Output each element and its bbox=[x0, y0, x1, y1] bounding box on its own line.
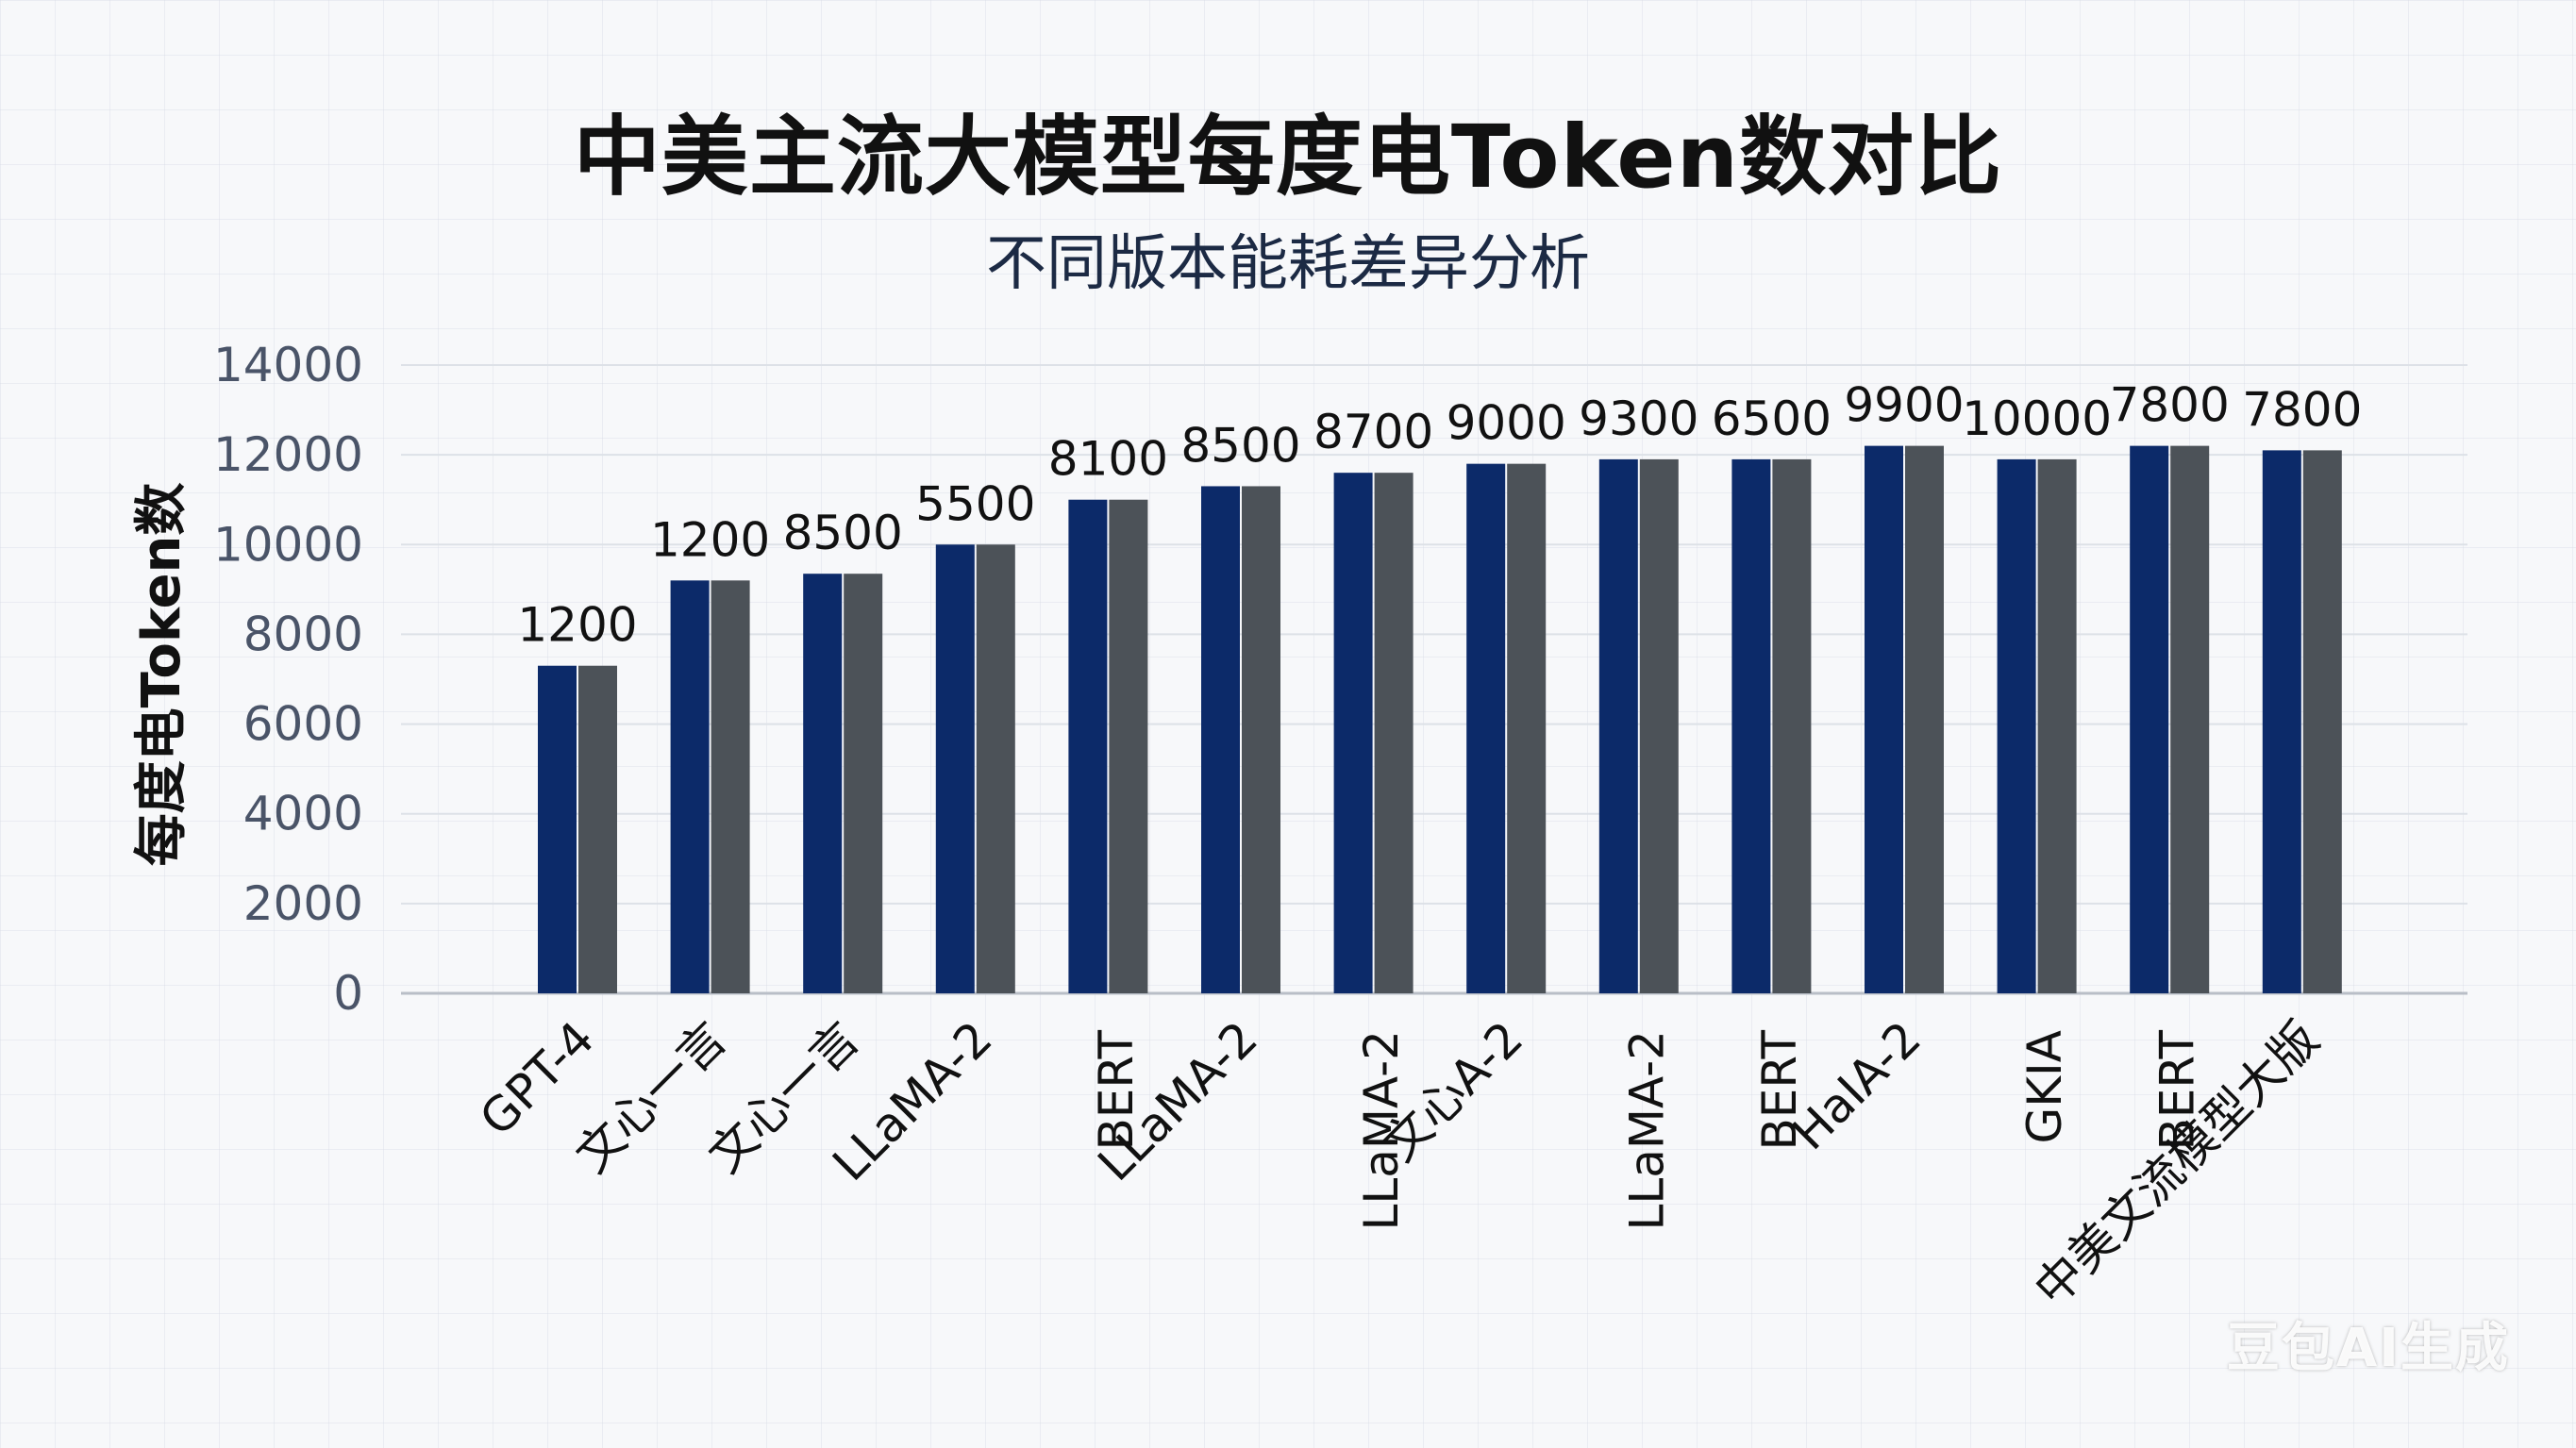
bar bbox=[935, 544, 975, 993]
data-label: 5500 bbox=[915, 476, 1035, 531]
bar bbox=[1507, 463, 1547, 994]
data-label: 1200 bbox=[517, 598, 637, 653]
x-tick-label: LLaMA-2 bbox=[1354, 1030, 1409, 1230]
bar bbox=[2130, 445, 2169, 994]
bar bbox=[1201, 486, 1240, 993]
x-tick-label: GKIA bbox=[2017, 1030, 2072, 1143]
bar bbox=[1997, 458, 2036, 993]
y-tick-label: 14000 bbox=[213, 338, 363, 392]
data-label: 10000 bbox=[1962, 391, 2112, 446]
chart-subtitle: 不同版本能耗差异分析 bbox=[986, 229, 1590, 299]
bar bbox=[2170, 445, 2210, 994]
y-tick-label: 10000 bbox=[213, 517, 363, 572]
bar bbox=[2037, 458, 2077, 993]
y-axis-ticks: 0 2000 4000 6000 8000 10000 12000 14000 bbox=[213, 338, 363, 1021]
data-label: 7800 bbox=[2242, 382, 2362, 437]
y-tick-label: 6000 bbox=[243, 697, 363, 752]
bar bbox=[844, 574, 883, 993]
bar bbox=[1466, 463, 1506, 994]
bar bbox=[2262, 450, 2301, 993]
bar bbox=[1731, 458, 1771, 993]
bar bbox=[1333, 473, 1373, 994]
bar bbox=[1374, 473, 1413, 994]
data-label: 9000 bbox=[1447, 396, 1566, 451]
data-label: 1200 bbox=[650, 512, 770, 567]
bar bbox=[1242, 486, 1280, 993]
bar bbox=[538, 665, 577, 993]
watermark: 豆包AI生成 bbox=[2226, 1318, 2510, 1379]
x-tick-label: BERT bbox=[1089, 1030, 1144, 1151]
data-label: 8700 bbox=[1313, 405, 1433, 459]
bar bbox=[1109, 499, 1148, 993]
data-label: 8500 bbox=[1180, 418, 1300, 473]
bar bbox=[803, 574, 843, 993]
data-label: 8100 bbox=[1048, 432, 1168, 487]
data-label: 9300 bbox=[1579, 391, 1698, 446]
data-label: 8500 bbox=[783, 506, 903, 560]
x-tick-label: BERT bbox=[2150, 1030, 2205, 1151]
bar bbox=[1598, 458, 1638, 993]
y-tick-label: 0 bbox=[333, 966, 363, 1021]
data-label: 6500 bbox=[1712, 391, 1832, 446]
bar bbox=[711, 580, 750, 993]
y-tick-label: 2000 bbox=[243, 876, 363, 931]
bar bbox=[578, 665, 617, 993]
bar bbox=[1772, 458, 1812, 993]
bar bbox=[1639, 458, 1679, 993]
bar bbox=[1905, 445, 1944, 994]
chart-title: 中美主流大模型每度电Token数对比 bbox=[573, 107, 2003, 208]
bars bbox=[538, 445, 2342, 994]
data-label: 9900 bbox=[1844, 378, 1964, 433]
x-tick-label: LLaMA-2 bbox=[1619, 1030, 1674, 1230]
x-tick-label: BERT bbox=[1752, 1030, 1807, 1151]
bar bbox=[976, 544, 1015, 993]
y-tick-label: 8000 bbox=[243, 607, 363, 661]
bar bbox=[670, 580, 710, 993]
bar bbox=[2302, 450, 2342, 993]
y-tick-label: 4000 bbox=[243, 787, 363, 841]
y-tick-label: 12000 bbox=[213, 427, 363, 482]
data-label: 7800 bbox=[2110, 378, 2230, 433]
y-axis-title: 每度电Token数 bbox=[131, 483, 192, 867]
bar bbox=[1068, 499, 1108, 993]
bar bbox=[1865, 445, 1903, 994]
